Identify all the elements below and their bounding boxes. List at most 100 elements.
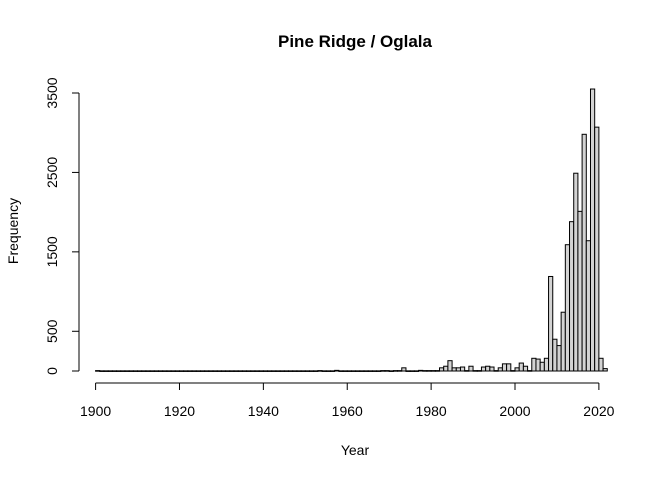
histogram-bar (548, 275, 554, 372)
histogram-bar (577, 210, 583, 372)
y-axis: 0 500 1500 2500 3500 (44, 77, 80, 375)
histogram-bar (598, 357, 604, 372)
y-tick-label: 1500 (44, 236, 60, 267)
x-tick-label: 1920 (164, 403, 195, 419)
histogram-bar (350, 370, 357, 372)
histogram-bar (573, 172, 579, 372)
histogram-bar (283, 370, 290, 372)
histogram-bar (275, 370, 281, 372)
histogram-bar (535, 358, 541, 372)
histogram-bar (267, 370, 273, 372)
histogram-bar (581, 133, 587, 372)
histogram-bar (413, 370, 420, 372)
histogram-bar (317, 370, 323, 372)
histogram-bar (409, 370, 415, 372)
histogram-bar (233, 370, 239, 372)
histogram-bar (476, 370, 482, 372)
histogram-bar (380, 370, 386, 372)
histogram-bar (262, 370, 269, 372)
histogram-bar (191, 370, 197, 372)
histogram-bar (384, 370, 390, 372)
histogram-bar (300, 370, 306, 372)
x-axis: 1900 1920 1940 1960 1980 2000 2020 (80, 382, 615, 419)
histogram-bar (434, 370, 441, 372)
histogram-bar (329, 370, 336, 372)
y-tick-label: 2500 (44, 157, 60, 188)
histogram-bar (346, 370, 352, 372)
histogram-bar (229, 370, 235, 372)
histogram-bar (128, 370, 134, 372)
histogram-bar (145, 370, 151, 372)
histogram-bar (313, 370, 319, 372)
histogram-bar (288, 370, 294, 372)
histogram-bar (258, 370, 264, 372)
histogram-bar (246, 370, 252, 372)
histogram-bar (426, 370, 432, 372)
histogram-bar (250, 370, 256, 372)
histogram-bar (153, 370, 160, 372)
histogram-bar (455, 367, 461, 372)
histogram-bar (241, 370, 248, 372)
histogram-bar (564, 244, 571, 372)
histogram-bar (371, 370, 378, 372)
y-tick-label: 500 (44, 319, 60, 343)
histogram-bar (539, 361, 545, 372)
histogram-bar (430, 370, 436, 372)
histogram-bar (451, 367, 457, 372)
histogram-bar (560, 311, 566, 372)
histogram-bar (204, 370, 210, 372)
histogram-bar (166, 370, 172, 372)
histogram-bar (501, 363, 508, 372)
y-tick-label: 3500 (44, 77, 60, 108)
x-tick-label: 2000 (499, 403, 530, 419)
histogram-bar (338, 370, 344, 372)
histogram-bar (543, 357, 550, 372)
histogram-bar (392, 370, 399, 372)
histogram-bar (111, 370, 118, 372)
histogram-bar (208, 370, 214, 372)
histogram-bar (589, 88, 596, 372)
histogram-bar (212, 370, 218, 372)
histogram-bar (493, 370, 499, 372)
histogram-bar (485, 365, 491, 372)
x-tick-label: 1980 (416, 403, 447, 419)
histogram-bar (103, 370, 109, 372)
histogram-bar (292, 370, 298, 372)
histogram-bar (602, 368, 608, 372)
histogram-bar (506, 363, 512, 372)
histogram-bar (132, 370, 139, 372)
histogram-bar (120, 370, 126, 372)
histogram-bar (342, 370, 348, 372)
histogram-bar (594, 126, 600, 372)
histogram-bar (296, 370, 302, 372)
histogram-bar (162, 370, 168, 372)
histogram-bar (355, 370, 361, 372)
chart-title: Pine Ridge / Oglala (278, 32, 433, 51)
histogram-bar (480, 366, 487, 372)
histogram-bar (107, 370, 113, 372)
histogram-bar (556, 345, 562, 372)
histogram-bar (585, 240, 591, 372)
histogram-bar (468, 365, 474, 372)
histogram-bar (237, 370, 243, 372)
histogram-bar (552, 338, 558, 372)
histogram-bar (137, 370, 143, 372)
histogram-bar (363, 370, 369, 372)
histogram-bar (225, 370, 231, 372)
x-tick-label: 1900 (80, 403, 111, 419)
histogram-bar (443, 365, 449, 372)
histogram-bar (569, 221, 575, 372)
x-tick-label: 2020 (583, 403, 614, 419)
x-tick-label: 1940 (248, 403, 279, 419)
bars-group (95, 88, 608, 372)
histogram-bar (489, 366, 495, 372)
histogram-bar (304, 370, 310, 372)
histogram-bar (325, 370, 331, 372)
histogram-bar (367, 370, 373, 372)
histogram-bar (405, 370, 411, 372)
histogram-bar (397, 370, 403, 372)
histogram-bar (124, 370, 130, 372)
histogram-bar (359, 370, 365, 372)
histogram-bar (158, 370, 164, 372)
histogram-bar (174, 370, 180, 372)
